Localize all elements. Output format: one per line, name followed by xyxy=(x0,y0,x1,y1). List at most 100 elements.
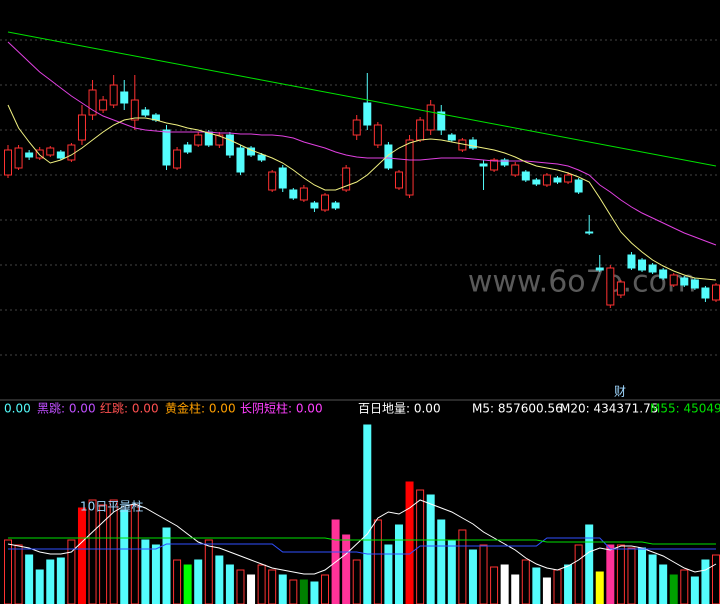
volume-bar xyxy=(394,524,403,604)
indicator-label: 红跳: 0.00 xyxy=(100,401,159,416)
ma-line xyxy=(7,104,717,281)
candle-body xyxy=(14,147,23,169)
volume-bar xyxy=(500,564,509,604)
volume-bar xyxy=(321,574,330,604)
volume-bar xyxy=(215,555,224,604)
watermark: www.6o7o.com xyxy=(468,265,696,300)
candle-body xyxy=(490,159,499,171)
candle-body xyxy=(289,189,298,199)
candle-body xyxy=(553,177,562,183)
candle-body xyxy=(701,287,710,299)
volume-bar xyxy=(669,574,678,604)
candle-body xyxy=(183,144,192,153)
indicator-label: 长阴短柱: 0.00 xyxy=(240,401,323,416)
volume-bar xyxy=(289,579,298,604)
candle-body xyxy=(542,174,551,186)
indicator-label: M20: 434371.75 xyxy=(560,402,658,416)
volume-bar xyxy=(490,566,499,604)
volume-bar xyxy=(616,544,625,604)
candle-body xyxy=(278,167,287,189)
volume-bar xyxy=(585,524,594,604)
candle-body xyxy=(109,84,118,106)
candle-body xyxy=(394,171,403,189)
candle-body xyxy=(659,269,668,279)
candle-body xyxy=(215,134,224,146)
candle-body xyxy=(574,179,583,193)
volume-bar xyxy=(363,424,372,604)
volume-bar xyxy=(447,539,456,604)
volume-bar xyxy=(511,574,520,604)
volume-bar xyxy=(384,544,393,604)
candle-body xyxy=(194,134,203,146)
candle-body xyxy=(627,254,636,269)
candle-body xyxy=(130,99,139,121)
volume-bar xyxy=(564,564,573,604)
volume-bar xyxy=(4,539,12,604)
candle-body xyxy=(4,149,12,176)
candle-body xyxy=(426,104,435,131)
volume-bar xyxy=(14,544,23,604)
volume-bar xyxy=(638,547,647,604)
volume-bar xyxy=(468,549,477,604)
volume-bar xyxy=(690,576,699,604)
candle-body xyxy=(257,154,266,161)
candle-body xyxy=(342,167,351,191)
ma-line xyxy=(7,41,717,246)
volume-bar xyxy=(99,504,108,604)
volume-bar xyxy=(56,557,65,604)
candle-body xyxy=(77,114,86,141)
candle-body xyxy=(384,144,393,169)
candle-body xyxy=(173,149,182,169)
candle-body xyxy=(521,171,530,181)
candle-body xyxy=(46,147,55,156)
volume-bar xyxy=(173,559,182,604)
volume-bar xyxy=(627,547,636,604)
candle-body xyxy=(680,277,689,286)
volume-bar xyxy=(257,564,266,604)
volume-bar xyxy=(342,534,351,604)
candle-body xyxy=(690,279,699,289)
volume-bar xyxy=(479,544,488,604)
annotation: 10日平量柱 xyxy=(80,499,143,514)
indicator-label: M5: 857600.56 xyxy=(472,402,563,416)
volume-bar xyxy=(310,581,319,604)
candle-body xyxy=(638,259,647,271)
candle-body xyxy=(500,159,509,166)
candle-body xyxy=(299,187,308,201)
candle-body xyxy=(606,267,615,306)
candle-body xyxy=(532,179,541,185)
volume-bar xyxy=(426,494,435,604)
volume-bar xyxy=(77,507,86,604)
ma-line xyxy=(8,537,716,545)
candle-body xyxy=(35,149,44,159)
candle-body xyxy=(468,139,477,149)
volume-bar xyxy=(542,577,551,604)
volume-bar xyxy=(532,567,541,604)
candle-body xyxy=(331,202,340,209)
volume-bar xyxy=(247,574,256,604)
volume-bar xyxy=(416,489,425,604)
volume-bar xyxy=(109,499,118,604)
candle-body xyxy=(595,267,604,271)
candle-body xyxy=(585,231,594,234)
candle-body xyxy=(225,134,234,156)
volume-bar xyxy=(606,544,615,604)
volume-bar xyxy=(278,574,287,604)
candle-body xyxy=(88,89,97,116)
candle-body xyxy=(511,164,520,176)
candle-body xyxy=(373,124,382,146)
candle-body xyxy=(669,274,678,286)
candle-body xyxy=(25,152,34,158)
candle-body xyxy=(162,129,171,166)
volume-bar xyxy=(35,569,44,604)
volume-bar xyxy=(521,559,530,604)
candle-body xyxy=(236,147,245,173)
volume-bar xyxy=(194,559,203,604)
candle-body xyxy=(56,151,65,159)
candle-body xyxy=(479,163,488,167)
candle-body xyxy=(416,119,425,141)
candle-body xyxy=(458,139,467,151)
ma-line xyxy=(7,499,717,575)
candle-body xyxy=(437,111,446,131)
